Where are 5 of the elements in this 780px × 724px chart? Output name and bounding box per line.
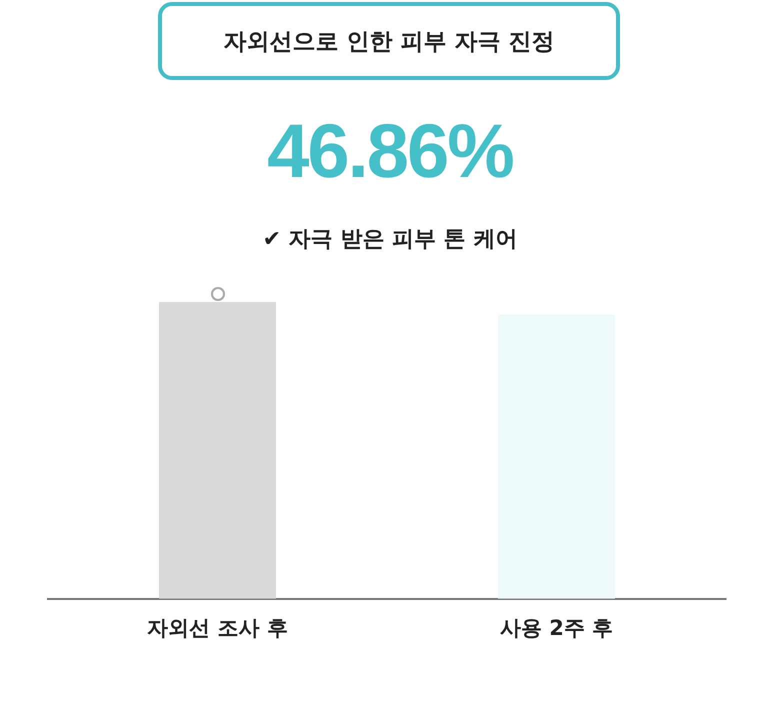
x-tick-label: 사용 2주 후 bbox=[500, 616, 614, 640]
text: 46.86% bbox=[266, 108, 514, 195]
chart-title: 자외선으로 인한 피부 자극 진정 bbox=[158, 2, 620, 80]
x-tick-label: 자외선 조사 후 bbox=[147, 616, 288, 640]
text: ✔ 자극 받은 피부 톤 케어 bbox=[262, 226, 518, 254]
